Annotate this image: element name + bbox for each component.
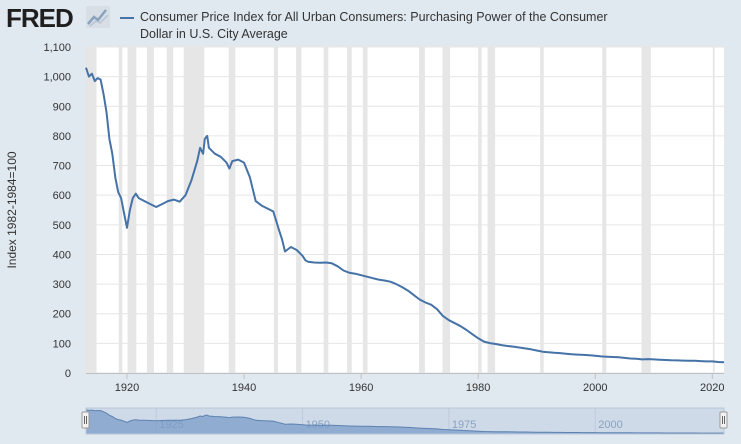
navigator-series-area — [85, 409, 725, 435]
recession-band — [362, 47, 368, 373]
x-tick-label: 1980 — [466, 382, 490, 394]
x-tick-label: 1940 — [232, 382, 256, 394]
navigator-selection[interactable] — [85, 407, 725, 435]
recession-band — [183, 47, 205, 373]
time-navigator[interactable]: 1925195019752000 — [81, 407, 728, 435]
series-line[interactable] — [85, 67, 725, 364]
recession-band — [166, 47, 174, 373]
y-tick-label: 100 — [53, 338, 71, 350]
recession-band — [442, 47, 451, 373]
recession-band — [602, 47, 607, 373]
x-axis-ticks: 1920 1940 1960 1980 2000 2020 — [115, 373, 725, 394]
y-tick-label: 0 — [65, 368, 71, 380]
x-tick-label: 1960 — [349, 382, 373, 394]
y-tick-label: 300 — [53, 279, 71, 291]
x-tick-label: 2020 — [700, 382, 724, 394]
navigator-tick-label: 1975 — [452, 419, 476, 431]
y-tick-label: 800 — [53, 131, 71, 143]
recession-band — [296, 47, 302, 373]
recession-band — [419, 47, 425, 373]
y-tick-label: 400 — [53, 249, 71, 261]
legend-swatch — [120, 17, 134, 19]
recession-band — [487, 47, 496, 373]
y-tick-label: 200 — [53, 309, 71, 321]
fred-logo[interactable]: FRED — [6, 3, 74, 33]
recession-band — [127, 47, 137, 373]
chart-header: FRED Consumer Price Index for All Urban … — [0, 0, 741, 46]
y-axis-ticks: 0 100 200 300 400 500 600 700 800 900 1,000 1,100 — [43, 42, 71, 380]
navigator-left-handle[interactable] — [81, 411, 90, 429]
y-tick-label: 600 — [53, 190, 71, 202]
legend-series-title[interactable]: Consumer Price Index for All Urban Consu… — [140, 10, 608, 41]
y-tick-label: 1,100 — [43, 42, 71, 54]
recession-band — [323, 47, 329, 373]
recession-band — [228, 47, 236, 373]
recession-band — [273, 47, 278, 373]
y-tick-label: 700 — [53, 161, 71, 173]
recession-shading — [86, 47, 715, 373]
recession-band — [712, 47, 715, 373]
y-tick-label: 900 — [53, 101, 71, 113]
line-chart-icon — [86, 6, 110, 28]
recession-band — [118, 47, 123, 373]
recession-band — [641, 47, 651, 373]
recession-band — [86, 47, 97, 373]
navigator-right-handle[interactable] — [719, 411, 728, 429]
x-tick-label: 2000 — [583, 382, 607, 394]
recession-band — [478, 47, 482, 373]
recession-band — [540, 47, 544, 373]
series-layer[interactable] — [85, 67, 725, 364]
plot-background — [86, 47, 724, 373]
x-tick-label: 1920 — [115, 382, 139, 394]
recession-band — [146, 47, 154, 373]
y-tick-label: 1,000 — [43, 72, 71, 84]
gridlines — [86, 46, 724, 374]
y-tick-label: 500 — [53, 220, 71, 232]
recession-band — [347, 47, 352, 373]
navigator-tick-label: 2000 — [598, 419, 622, 431]
